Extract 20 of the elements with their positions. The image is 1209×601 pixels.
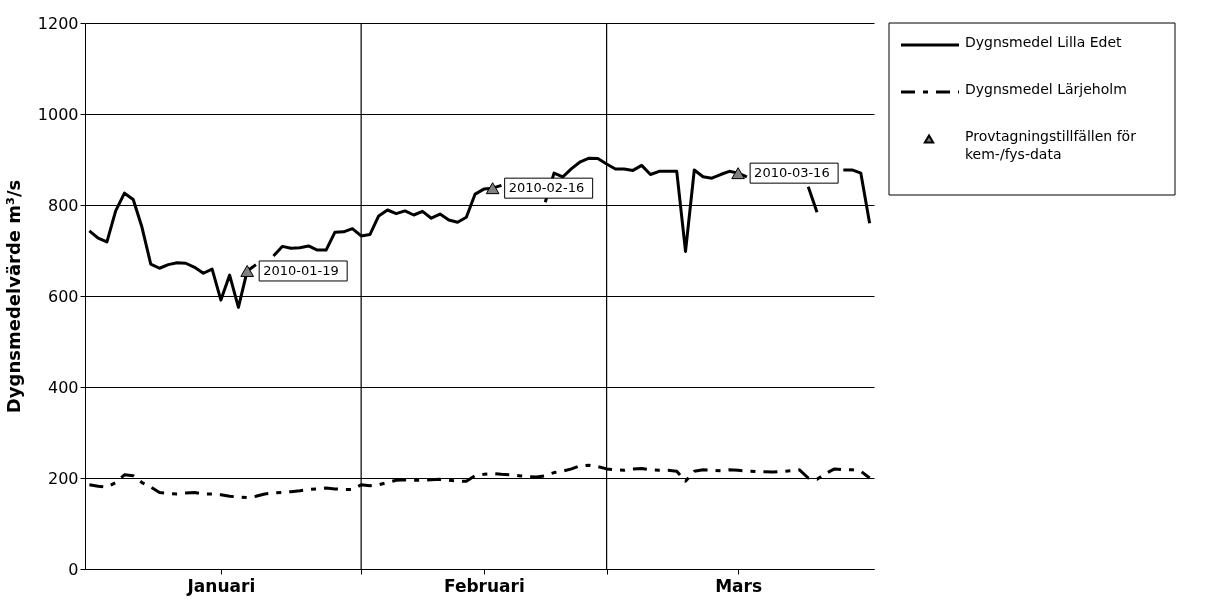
legend-label: Provtagningstillfällen för kem-/fys-data xyxy=(965,128,1137,162)
point xyxy=(485,182,500,195)
y-tick-label: 1000 xyxy=(37,104,79,124)
legend-label: Dygnsmedel Lärjeholm xyxy=(965,81,1127,97)
annotation: 2010-03-16 xyxy=(754,165,830,181)
point xyxy=(731,167,745,180)
y-tick-label: 600 xyxy=(47,286,79,306)
annotation: 2010-01-19 xyxy=(263,262,339,278)
x-tick-label: Januari xyxy=(186,575,256,596)
y-tick-label: 200 xyxy=(47,468,79,488)
point xyxy=(240,265,255,277)
legend-label: Dygnsmedel Lilla Edet xyxy=(965,34,1123,50)
annotation: 2010-02-16 xyxy=(508,180,585,196)
y-tick-label: 800 xyxy=(47,195,79,215)
y-tick-label: 1200 xyxy=(37,13,79,33)
y-axis-title: Dygnsmedelvärde m³/s xyxy=(2,179,24,414)
y-tick-label: 0 xyxy=(68,559,79,579)
x-tick-label: Mars xyxy=(715,575,763,596)
y-tick-label: 400 xyxy=(47,377,79,397)
x-tick-label: Februari xyxy=(443,575,525,596)
